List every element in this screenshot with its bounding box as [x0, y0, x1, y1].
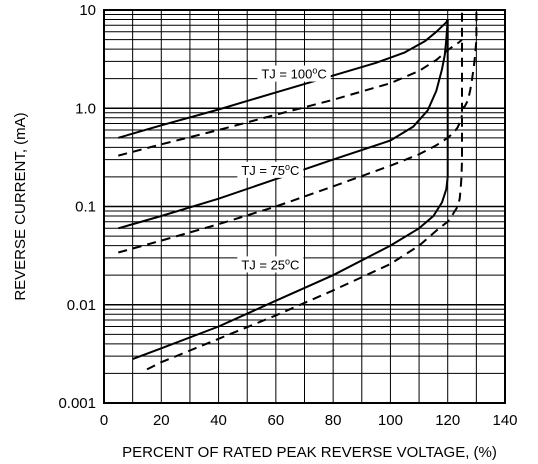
- annotation-background: [237, 161, 304, 178]
- y-tick-label: 0.1: [75, 199, 96, 216]
- x-tick-label: 120: [435, 412, 460, 429]
- series-line-dashed: [118, 114, 463, 254]
- x-tick-label: 20: [153, 412, 170, 429]
- x-tick-label: 140: [492, 412, 517, 429]
- annotation-text: TJ = 25: [241, 257, 285, 272]
- y-tick-label: 0.01: [67, 297, 96, 314]
- annotation-unit: C: [290, 257, 299, 272]
- series-line-dashed: [461, 10, 478, 110]
- annotation-degree: o: [312, 66, 317, 76]
- plot-frame: [103, 9, 506, 404]
- x-tick-label: 60: [268, 412, 285, 429]
- series-line-dashed: [146, 10, 463, 371]
- y-tick-label: 10: [79, 2, 96, 19]
- annotation-label: TJ = 75oC: [241, 162, 299, 178]
- annotation-degree: o: [285, 256, 290, 266]
- y-tick-label: 0.001: [58, 395, 96, 412]
- y-tick-label: 1.0: [75, 100, 96, 117]
- x-tick-label: 0: [100, 412, 108, 429]
- series-line-solid: [132, 19, 449, 361]
- x-tick-label: 40: [210, 412, 227, 429]
- series-line-dashed: [118, 38, 463, 157]
- series-lines: [118, 10, 478, 371]
- annotation-label: TJ = 25oC: [241, 256, 299, 272]
- annotation-label: TJ = 100oC: [261, 66, 326, 82]
- series-line-solid: [118, 19, 449, 139]
- x-tick-label: 100: [378, 412, 403, 429]
- series-line-solid: [118, 19, 449, 230]
- y-axis-title: REVERSE CURRENT, (mA): [12, 112, 29, 300]
- x-tick-label: 80: [325, 412, 342, 429]
- tick-labels: 0 20 40 60 80 100 120 140 0.001 0.01 0.1 1.0 10: [58, 2, 517, 429]
- annotation-unit: C: [317, 67, 326, 82]
- x-axis-title: PERCENT OF RATED PEAK REVERSE VOLTAGE, (…: [122, 444, 497, 461]
- annotation-unit: C: [290, 163, 299, 178]
- annotation-text: TJ = 100: [261, 67, 312, 82]
- annotation-text: TJ = 75: [241, 163, 285, 178]
- annotation-background: [257, 65, 331, 82]
- annotation-degree: o: [285, 162, 290, 172]
- annotation-background: [237, 256, 304, 273]
